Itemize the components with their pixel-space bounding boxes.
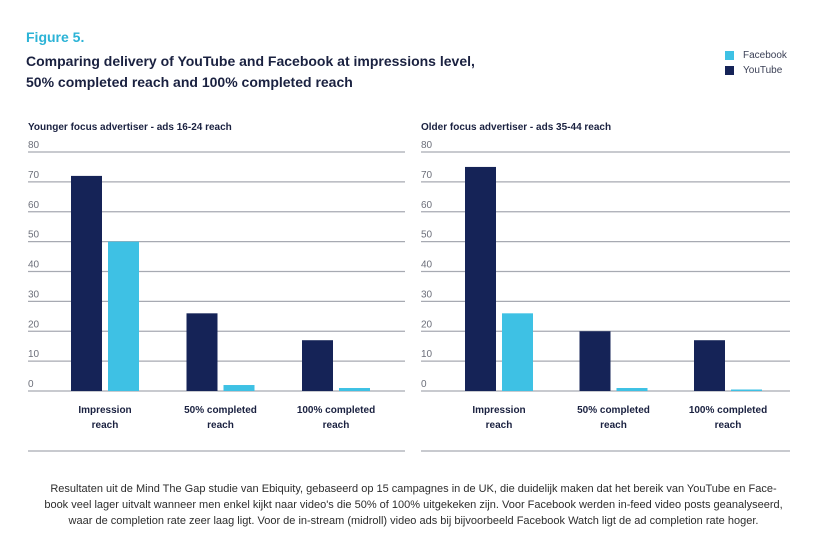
chart-2-bar-youtube-3	[694, 340, 725, 391]
chart-2-category-label-3-line-2: reach	[715, 420, 742, 431]
chart-1-bar-youtube-3	[302, 340, 333, 391]
chart-2-tick-label-70: 70	[421, 170, 433, 181]
caption: Resultaten uit de Mind The Gap studie va…	[0, 481, 827, 529]
bar-charts: Younger focus advertiser - ads 16-24 rea…	[28, 122, 790, 452]
chart-1-category-label-1-line-2: reach	[92, 420, 119, 431]
chart-1-bar-youtube-2	[186, 313, 218, 391]
chart-1-category-label-1-line-1: Impression	[78, 405, 131, 416]
chart-2-bar-youtube-2	[579, 331, 611, 391]
chart-2-bar-facebook-2	[616, 388, 648, 391]
chart-1-tick-label-10: 10	[28, 349, 40, 360]
legend: Facebook YouTube	[725, 48, 787, 78]
legend-swatch-youtube	[725, 66, 734, 75]
chart-1-category-label-3-line-2: reach	[323, 420, 350, 431]
chart-1-category-label-2-line-1: 50% completed	[184, 405, 257, 416]
chart-2-tick-label-50: 50	[421, 230, 433, 241]
chart-1-bar-facebook-2	[223, 385, 255, 391]
chart-2-category-label-1-line-2: reach	[486, 420, 513, 431]
chart-1-tick-label-40: 40	[28, 260, 40, 271]
chart-2-tick-label-30: 30	[421, 289, 433, 300]
chart-1-tick-label-0: 0	[28, 379, 34, 390]
chart-1-tick-label-30: 30	[28, 289, 40, 300]
figure-label: Figure 5.	[26, 29, 85, 45]
chart-2-bar-youtube-1	[465, 166, 496, 391]
caption-line-1: Resultaten uit de Mind The Gap studie va…	[50, 483, 777, 495]
legend-label-youtube: YouTube	[743, 65, 783, 76]
chart-1-title: Younger focus advertiser - ads 16-24 rea…	[28, 122, 232, 133]
caption-line-3: waar de completion rate zeer laag ligt. …	[68, 515, 759, 527]
chart-1-category-label-3-line-1: 100% completed	[297, 405, 375, 416]
chart-2-category-label-1-line-1: Impression	[472, 405, 525, 416]
chart-1-tick-label-20: 20	[28, 319, 40, 330]
chart-2-tick-label-60: 60	[421, 200, 433, 211]
chart-2-tick-label-20: 20	[421, 319, 433, 330]
legend-item-facebook: Facebook	[725, 48, 787, 63]
figure-title-line-2: 50% completed reach and 100% completed r…	[26, 74, 353, 90]
chart-2-tick-label-80: 80	[421, 140, 433, 151]
caption-line-2: book veel lager uitvalt wanneer men enke…	[44, 499, 783, 511]
chart-2-title: Older focus advertiser - ads 35-44 reach	[421, 122, 611, 133]
figure-title: Comparing delivery of YouTube and Facebo…	[26, 51, 546, 93]
chart-1-tick-label-70: 70	[28, 170, 40, 181]
chart-2-bar-facebook-1	[502, 313, 533, 391]
chart-2-category-label-3-line-1: 100% completed	[689, 405, 767, 416]
chart-1-bar-facebook-3	[339, 388, 370, 391]
chart-2-category-label-2-line-2: reach	[600, 420, 627, 431]
chart-2-category-label-2-line-1: 50% completed	[577, 405, 650, 416]
chart-2-tick-label-10: 10	[421, 349, 433, 360]
chart-1-category-label-2-line-2: reach	[207, 420, 234, 431]
chart-2-tick-label-40: 40	[421, 260, 433, 271]
chart-1-bar-facebook-1	[108, 241, 139, 391]
figure-title-line-1: Comparing delivery of YouTube and Facebo…	[26, 53, 475, 69]
legend-item-youtube: YouTube	[725, 63, 787, 78]
legend-swatch-facebook	[725, 51, 734, 60]
chart-1-tick-label-60: 60	[28, 200, 40, 211]
chart-1-tick-label-50: 50	[28, 230, 40, 241]
chart-2-bar-facebook-3	[731, 389, 762, 391]
legend-label-facebook: Facebook	[743, 50, 787, 61]
chart-1-tick-label-80: 80	[28, 140, 40, 151]
chart-1-bar-youtube-1	[71, 175, 102, 391]
chart-2-tick-label-0: 0	[421, 379, 427, 390]
